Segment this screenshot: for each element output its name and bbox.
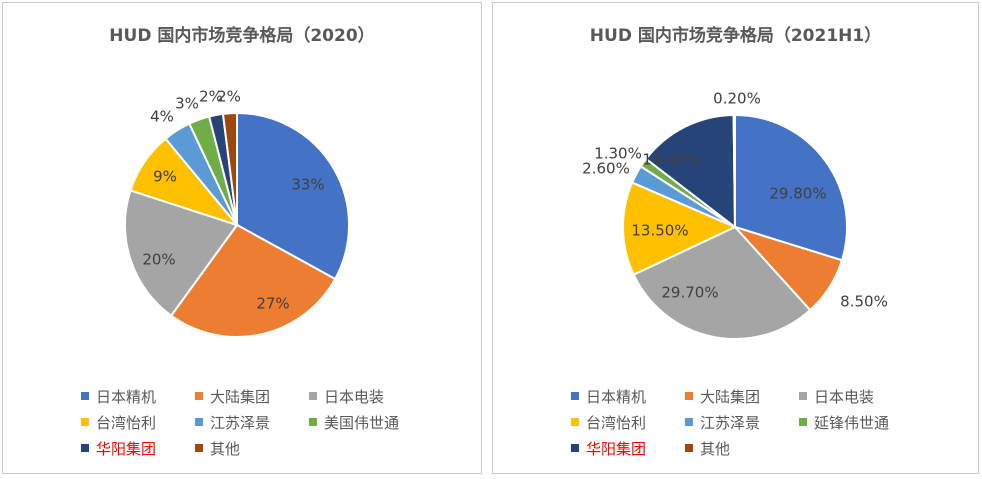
- data-label-1: 33%: [291, 176, 324, 194]
- legend-label: 日本电装: [814, 387, 875, 406]
- pie-slice-2: [169, 223, 337, 338]
- legend-item: 日本电装: [799, 386, 913, 407]
- pie-chart-2021h1: 29.80% 8.50% 29.70% 13.50% 2.60%1.30% 14.40% 0…: [582, 90, 888, 340]
- legend-item: 台湾怡利: [571, 412, 685, 433]
- legend-label: 台湾怡利: [96, 413, 157, 432]
- data-label-4: 9%: [153, 168, 177, 186]
- legend-item: 华阳集团: [571, 438, 685, 459]
- legend-row: 日本精机 大陆集团 日本电装: [571, 383, 931, 409]
- data-label-4: 13.50%: [631, 222, 688, 240]
- legend-item: 大陆集团: [195, 386, 309, 407]
- legend-swatch: [195, 444, 203, 452]
- pie-slice-8: [732, 113, 736, 228]
- legend-label: 华阳集团: [96, 439, 157, 458]
- legend-label: 日本精机: [96, 387, 157, 406]
- legend-swatch: [309, 392, 317, 400]
- pie-slice-3: [123, 189, 239, 318]
- pie-chart-2020: 33%27%20%9%4%3% 2%2%: [123, 88, 350, 338]
- legend-label: 台湾怡利: [586, 413, 647, 432]
- data-label-7: 2%: [199, 88, 223, 106]
- legend-label: 日本电装: [324, 387, 385, 406]
- legend-2020: 日本精机 大陆集团 日本电装台湾怡利 江苏泽景 美国伟世通华阳集团 其他: [81, 383, 441, 461]
- data-label-3: 29.70%: [661, 284, 718, 302]
- legend-item: 华阳集团: [81, 438, 195, 459]
- legend-swatch: [81, 444, 89, 452]
- legend-row: 华阳集团 其他: [81, 435, 441, 461]
- chart-title: HUD 国内市场竞争格局（2021H1）: [589, 26, 882, 46]
- legend-label: 江苏泽景: [700, 413, 761, 432]
- legend-swatch: [195, 392, 203, 400]
- legend-swatch: [81, 418, 89, 426]
- legend-label: 江苏泽景: [210, 413, 271, 432]
- data-label-3: 20%: [142, 251, 175, 269]
- pie-slice-1: [734, 113, 848, 262]
- legend-item: 其他: [685, 438, 799, 459]
- legend-item: 美国伟世通: [309, 412, 423, 433]
- legend-swatch: [685, 418, 693, 426]
- data-label-2: 8.50%: [840, 293, 888, 311]
- legend-item: 日本精机: [571, 386, 685, 407]
- legend-item: 其他: [195, 438, 309, 459]
- legend-label: 日本精机: [586, 387, 647, 406]
- legend-swatch: [799, 418, 807, 426]
- data-label-6: 1.30%: [594, 145, 642, 163]
- chart-title: HUD 国内市场竞争格局（2020）: [109, 26, 375, 46]
- legend-item: 江苏泽景: [195, 412, 309, 433]
- data-label-1: 29.80%: [769, 185, 826, 203]
- data-label-8: 2%: [217, 88, 241, 106]
- legend-swatch: [571, 418, 579, 426]
- legend-label: 华阳集团: [586, 439, 647, 458]
- legend-row: 日本精机 大陆集团 日本电装: [81, 383, 441, 409]
- data-label-6: 3%: [175, 95, 199, 113]
- data-label-5: 2.60%: [582, 160, 630, 178]
- legend-item: 日本精机: [81, 386, 195, 407]
- legend-swatch: [685, 392, 693, 400]
- legend-label: 其他: [700, 439, 731, 458]
- legend-swatch: [81, 392, 89, 400]
- legend-swatch: [571, 392, 579, 400]
- legend-swatch: [799, 392, 807, 400]
- pie-slice-8: [221, 111, 238, 226]
- legend-item: 大陆集团: [685, 386, 799, 407]
- legend-swatch: [309, 418, 317, 426]
- data-label-5: 4%: [150, 108, 174, 126]
- legend-swatch: [571, 444, 579, 452]
- legend-label: 延锋伟世通: [814, 413, 890, 432]
- legend-item: 延锋伟世通: [799, 412, 913, 433]
- legend-row: 华阳集团 其他: [571, 435, 931, 461]
- chart-panel-2021h1: HUD 国内市场竞争格局（2021H1） 29.80% 8.50% 29.70% 13…: [492, 2, 979, 474]
- legend-row: 台湾怡利 江苏泽景 美国伟世通: [81, 409, 441, 435]
- pie-slice-1: [236, 111, 350, 281]
- legend-label: 大陆集团: [700, 387, 761, 406]
- pie-slice-7: [644, 113, 737, 230]
- legend-swatch: [195, 418, 203, 426]
- legend-item: 日本电装: [309, 386, 423, 407]
- legend-label: 美国伟世通: [324, 413, 400, 432]
- legend-2021h1: 日本精机 大陆集团 日本电装台湾怡利 江苏泽景 延锋伟世通华阳集团 其他: [571, 383, 931, 461]
- legend-label: 大陆集团: [210, 387, 271, 406]
- data-label-7: 14.40%: [642, 151, 699, 169]
- legend-label: 其他: [210, 439, 241, 458]
- legend-item: 江苏泽景: [685, 412, 799, 433]
- pie-slice-4: [622, 181, 738, 277]
- chart-panel-2020: HUD 国内市场竞争格局（2020） 33% 27% 20% 9% 4% 3% 2% 2% 日…: [2, 2, 482, 474]
- data-label-2: 27%: [256, 295, 289, 313]
- legend-item: 台湾怡利: [81, 412, 195, 433]
- legend-swatch: [685, 444, 693, 452]
- legend-row: 台湾怡利 江苏泽景 延锋伟世通: [571, 409, 931, 435]
- data-label-8: 0.20%: [713, 90, 761, 108]
